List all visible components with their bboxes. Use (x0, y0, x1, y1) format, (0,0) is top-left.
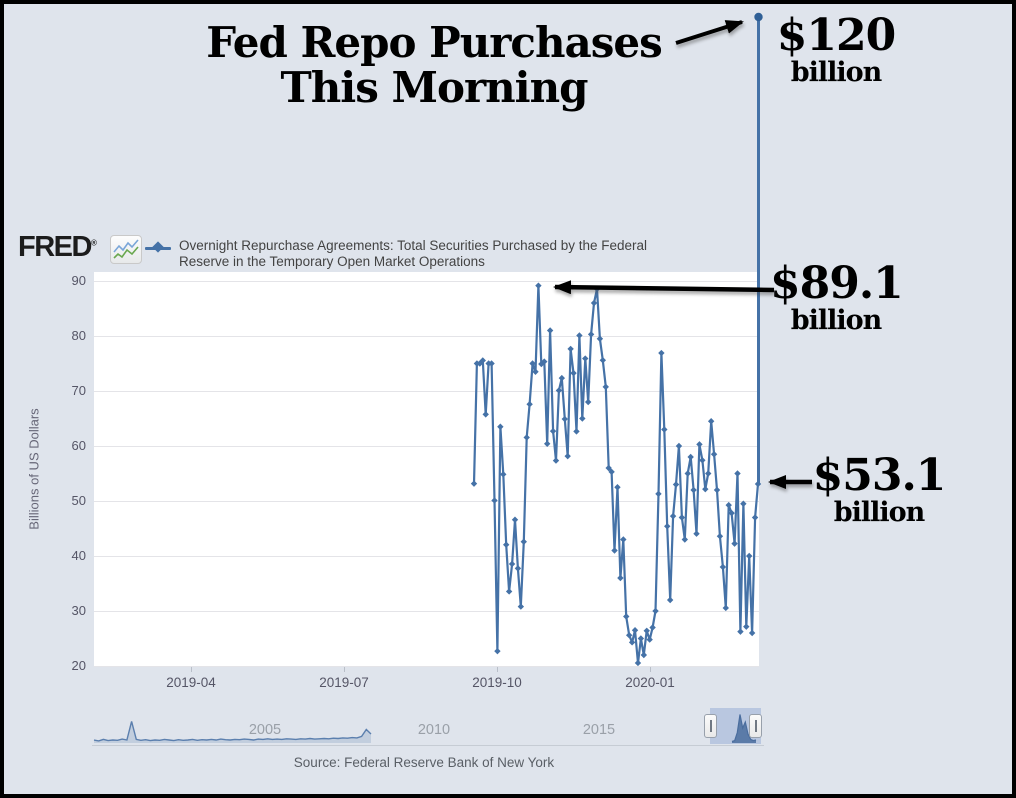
callout-120-value: $120 (776, 10, 896, 61)
x-tick-2019-07 (344, 667, 345, 672)
nav-year-2005: 2005 (248, 722, 282, 738)
y-tick-label-30: 30 (71, 603, 86, 618)
callout-120-billion: $120 billion (772, 14, 900, 88)
y-tick-label-70: 70 (71, 383, 86, 398)
headline-line1: Fed Repo Purchases (206, 18, 662, 67)
callout-53-unit: billion (833, 497, 926, 528)
gridline-90 (94, 281, 759, 282)
range-handle-right[interactable] (749, 714, 762, 738)
gridline-20 (94, 666, 759, 667)
fred-chart-icon (110, 235, 142, 264)
gridline-60 (94, 446, 759, 447)
headline-line2: This Morning (280, 63, 588, 113)
registered-mark: ® (90, 238, 97, 248)
range-selector-track[interactable] (92, 707, 764, 746)
gridline-80 (94, 336, 759, 337)
range-handle-left[interactable] (704, 714, 717, 738)
y-tick-label-80: 80 (71, 328, 86, 343)
plot-area (94, 272, 759, 667)
gridline-50 (94, 501, 759, 502)
gridline-30 (94, 611, 759, 612)
nav-year-2015: 2015 (582, 722, 616, 738)
gridline-40 (94, 556, 759, 557)
y-tick-label-40: 40 (71, 548, 86, 563)
callout-53-value: $53.1 (812, 450, 947, 501)
callout-89-billion: $89.1 billion (770, 258, 904, 336)
gridline-70 (94, 391, 759, 392)
series-legend-line1: Overnight Repurchase Agreements: Total S… (179, 238, 648, 253)
fred-logo-text: FRED (18, 231, 92, 263)
legend-series-diamond-icon (152, 241, 164, 253)
y-tick-label-20: 20 (71, 658, 86, 673)
callout-89-unit: billion (790, 305, 883, 336)
y-tick-label-60: 60 (71, 438, 86, 453)
fred-logo: FRED® (18, 231, 97, 264)
x-tick-label-2020-01: 2020-01 (625, 675, 675, 690)
x-tick-2019-04 (191, 667, 192, 672)
headline: Fed Repo Purchases This Morning (154, 20, 714, 111)
y-tick-label-50: 50 (71, 493, 86, 508)
x-tick-2020-01 (650, 667, 651, 672)
callout-89-value: $89.1 (770, 258, 904, 309)
x-tick-2019-10 (497, 667, 498, 672)
nav-year-2010: 2010 (417, 722, 451, 738)
callout-120-unit: billion (790, 57, 883, 88)
y-tick-label-90: 90 (71, 273, 86, 288)
x-tick-label-2019-04: 2019-04 (166, 675, 216, 690)
y-axis-title: Billions of US Dollars (26, 408, 42, 530)
x-tick-label-2019-10: 2019-10 (472, 675, 522, 690)
series-legend-line2: Reserve in the Temporary Open Market Ope… (179, 254, 485, 270)
source-line: Source: Federal Reserve Bank of New York (293, 755, 555, 770)
series-legend-label: Overnight Repurchase Agreements: Total S… (179, 238, 719, 271)
x-tick-label-2019-07: 2019-07 (319, 675, 369, 690)
callout-53-billion: $53.1 billion (810, 454, 948, 528)
